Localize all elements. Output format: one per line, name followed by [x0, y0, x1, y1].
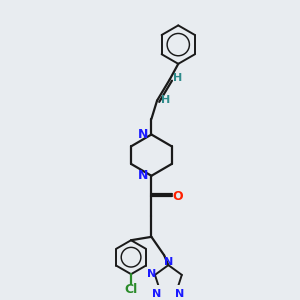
Text: N: N	[152, 289, 162, 299]
Text: N: N	[138, 128, 149, 141]
Text: Cl: Cl	[124, 283, 138, 296]
Text: N: N	[164, 257, 173, 267]
Text: N: N	[175, 289, 184, 299]
Text: N: N	[147, 269, 156, 279]
Text: H: H	[161, 95, 170, 105]
Text: O: O	[172, 190, 183, 202]
Text: N: N	[138, 169, 149, 182]
Text: H: H	[173, 73, 182, 83]
